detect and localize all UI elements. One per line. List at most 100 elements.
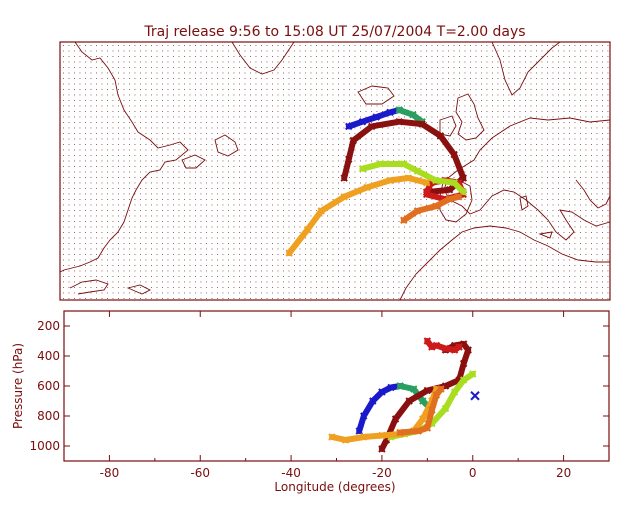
grid-dot <box>519 72 521 74</box>
grid-dot <box>558 182 559 184</box>
grid-dot <box>195 248 196 250</box>
grid-dot <box>486 94 488 96</box>
grid-dot <box>602 287 603 288</box>
grid-dot <box>415 259 416 261</box>
grid-dot <box>200 265 202 266</box>
map-trajectory-point <box>367 122 376 131</box>
grid-dot <box>250 199 251 200</box>
grid-dot <box>162 232 163 233</box>
grid-dot <box>508 155 510 156</box>
grid-dot <box>437 45 438 46</box>
grid-dot <box>387 281 389 283</box>
grid-dot <box>376 243 378 244</box>
grid-dot <box>431 94 433 96</box>
grid-dot <box>481 72 482 74</box>
grid-dot <box>530 100 532 101</box>
grid-dot <box>437 155 438 156</box>
grid-dot <box>475 221 477 222</box>
grid-dot <box>167 171 169 173</box>
grid-dot <box>316 243 317 244</box>
grid-dot <box>266 45 268 46</box>
grid-dot <box>145 72 147 74</box>
grid-dot <box>525 254 526 255</box>
grid-dot <box>470 67 471 68</box>
grid-dot <box>393 78 394 79</box>
grid-dot <box>525 83 526 85</box>
grid-dot <box>514 160 515 162</box>
grid-dot <box>470 248 471 250</box>
grid-dot <box>343 45 345 46</box>
grid-dot <box>129 281 130 283</box>
grid-dot <box>552 144 554 145</box>
grid-dot <box>294 182 295 184</box>
grid-dot <box>316 171 317 173</box>
grid-dot <box>354 133 356 134</box>
grid-dot <box>211 270 213 272</box>
grid-dot <box>316 259 317 261</box>
grid-dot <box>250 210 251 211</box>
grid-dot <box>569 254 570 255</box>
grid-dot <box>112 144 114 145</box>
grid-dot <box>536 270 537 272</box>
grid-dot <box>525 210 526 211</box>
grid-dot <box>530 133 532 134</box>
grid-dot <box>107 116 108 118</box>
grid-dot <box>591 210 592 211</box>
grid-dot <box>481 105 482 107</box>
grid-dot <box>497 193 499 195</box>
grid-dot <box>244 298 246 299</box>
grid-dot <box>96 298 97 299</box>
grid-dot <box>261 182 262 184</box>
grid-dot <box>404 94 405 96</box>
grid-dot <box>591 259 592 261</box>
grid-dot <box>519 237 521 239</box>
grid-dot <box>310 171 312 173</box>
grid-dot <box>255 78 257 79</box>
grid-dot <box>316 199 317 200</box>
grid-dot <box>514 50 515 52</box>
grid-dot <box>481 215 482 217</box>
grid-dot <box>211 248 213 250</box>
grid-dot <box>101 237 103 239</box>
grid-dot <box>255 50 257 52</box>
grid-dot <box>343 160 345 162</box>
grid-dot <box>162 133 163 134</box>
grid-dot <box>294 204 295 206</box>
grid-dot <box>255 56 257 57</box>
coastline-iceland <box>357 85 395 105</box>
grid-dot <box>299 204 301 206</box>
grid-dot <box>261 276 262 277</box>
grid-dot <box>222 171 224 173</box>
coastline-north-africa <box>399 225 610 301</box>
grid-dot <box>228 221 229 222</box>
grid-dot <box>497 298 499 299</box>
grid-dot <box>162 265 163 266</box>
grid-dot <box>541 89 543 90</box>
grid-dot <box>145 276 147 277</box>
grid-dot <box>607 127 609 129</box>
grid-dot <box>255 188 257 189</box>
grid-dot <box>63 193 64 195</box>
grid-dot <box>299 72 301 74</box>
grid-dot <box>288 116 290 118</box>
grid-dot <box>387 144 389 145</box>
grid-dot <box>123 210 125 211</box>
grid-dot <box>250 226 251 228</box>
grid-dot <box>206 221 207 222</box>
grid-dot <box>96 94 97 96</box>
grid-dot <box>310 122 312 123</box>
grid-dot <box>156 171 158 173</box>
grid-dot <box>552 72 554 74</box>
grid-dot <box>140 149 141 151</box>
grid-dot <box>585 226 587 228</box>
grid-dot <box>503 122 504 123</box>
grid-dot <box>173 265 174 266</box>
grid-dot <box>547 265 548 266</box>
grid-dot <box>266 193 268 195</box>
grid-dot <box>585 94 587 96</box>
grid-dot <box>96 287 97 288</box>
grid-dot <box>596 281 598 283</box>
grid-dot <box>541 199 543 200</box>
grid-dot <box>519 155 521 156</box>
grid-dot <box>574 177 576 178</box>
